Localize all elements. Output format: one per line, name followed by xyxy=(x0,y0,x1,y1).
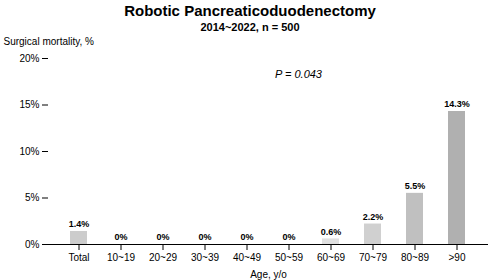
svg-text:30~39: 30~39 xyxy=(191,252,220,263)
html-text:2014~2022, n = 500: 2014~2022, n = 500 xyxy=(200,21,300,33)
svg-text:15%: 15% xyxy=(19,99,39,110)
svg-text:10~19: 10~19 xyxy=(107,252,136,263)
svg-text:Surgical mortality, %: Surgical mortality, % xyxy=(4,36,95,47)
svg-text:0%: 0% xyxy=(282,232,295,242)
svg-text:5%: 5% xyxy=(25,192,40,203)
svg-text:70~79: 70~79 xyxy=(359,252,388,263)
svg-text:40~49: 40~49 xyxy=(233,252,262,263)
html-text:Robotic Pancreaticoduodenectom: Robotic Pancreaticoduodenectomy xyxy=(124,2,376,19)
svg-text:0%: 0% xyxy=(240,232,253,242)
svg-text:20%: 20% xyxy=(19,53,39,64)
svg-text:0.6%: 0.6% xyxy=(321,227,342,237)
svg-text:0%: 0% xyxy=(25,239,40,250)
svg-text:5.5%: 5.5% xyxy=(405,181,426,191)
svg-text:80~89: 80~89 xyxy=(401,252,430,263)
svg-text:10%: 10% xyxy=(19,146,39,157)
svg-text:20~29: 20~29 xyxy=(149,252,178,263)
svg-text:>90: >90 xyxy=(449,252,466,263)
svg-text:14.3%: 14.3% xyxy=(444,99,470,109)
svg-text:0%: 0% xyxy=(114,232,127,242)
svg-text:P = 0.043: P = 0.043 xyxy=(275,68,323,80)
svg-text:60~69: 60~69 xyxy=(317,252,346,263)
svg-text:2.2%: 2.2% xyxy=(363,212,384,222)
svg-text:Total: Total xyxy=(68,252,89,263)
svg-text:1.4%: 1.4% xyxy=(69,219,90,229)
svg-text:0%: 0% xyxy=(156,232,169,242)
svg-text:0%: 0% xyxy=(198,232,211,242)
svg-text:50~59: 50~59 xyxy=(275,252,304,263)
svg-text:Age, y/o: Age, y/o xyxy=(250,269,287,280)
